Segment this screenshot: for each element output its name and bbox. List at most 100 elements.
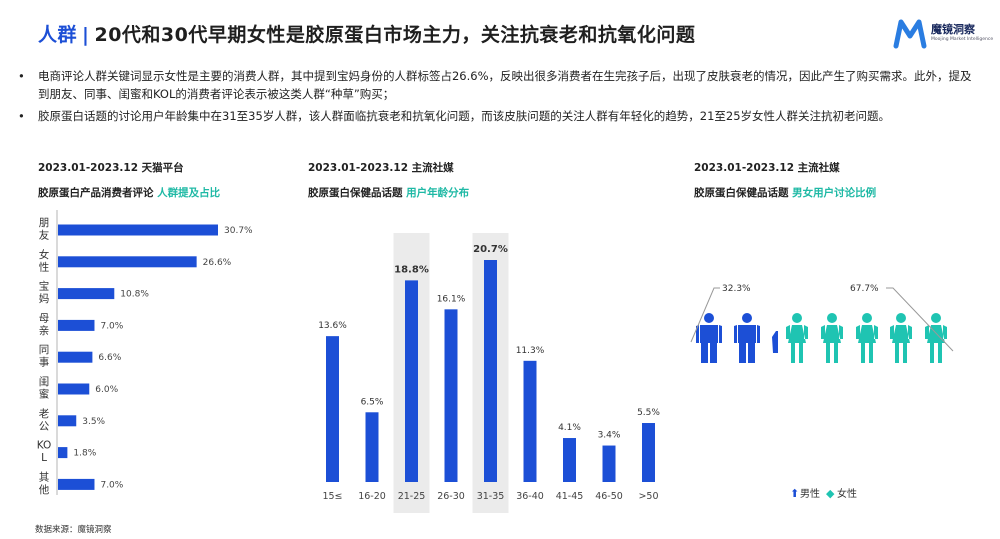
male-person-icon	[734, 313, 760, 363]
bar	[523, 360, 537, 482]
tick-label: 15≤	[322, 491, 342, 502]
category-label: 女性	[39, 248, 50, 273]
data-label: 20.7%	[473, 244, 508, 255]
bar	[58, 447, 68, 459]
data-label: 26.6%	[203, 258, 232, 268]
bar	[58, 383, 90, 395]
logo: 魔镜洞察 Moojing Market Intelligence	[893, 18, 998, 50]
tick-label: 31-35	[477, 491, 505, 502]
data-label: 18.8%	[394, 264, 429, 275]
page-title: 人群 | 20代和30代早期女性是胶原蛋白市场主力，关注抗衰老和抗氧化问题	[38, 20, 695, 47]
data-label: 6.0%	[95, 385, 118, 395]
data-label: 10.8%	[120, 290, 149, 300]
title-separator: |	[82, 24, 90, 46]
bullet-marker: •	[18, 69, 25, 83]
male-partial-icon	[772, 331, 778, 353]
data-label: 16.1%	[437, 294, 466, 304]
bar	[58, 256, 197, 268]
bar	[444, 309, 458, 482]
tick-label: 36-40	[516, 491, 544, 502]
bullet-text: 胶原蛋白话题的讨论用户年龄集中在31至35岁人群，该人群面临抗衰老和抗氧化问题，…	[38, 109, 891, 123]
panel-subtitle-highlight: 用户年龄分布	[406, 187, 470, 199]
category-label: 闺蜜	[39, 375, 50, 401]
panel-subtitle-prefix: 胶原蛋白产品消费者评论	[38, 187, 154, 199]
bar	[484, 260, 497, 482]
data-label: 6.6%	[98, 353, 121, 363]
data-label: 11.3%	[516, 346, 545, 356]
data-label: 3.4%	[598, 431, 621, 441]
bar	[365, 412, 379, 482]
female-person-icon	[821, 313, 843, 363]
female-person-icon	[786, 313, 808, 363]
female-person-icon	[856, 313, 878, 363]
male-legend-icon: ⬆	[790, 487, 799, 500]
category-label: KO L	[37, 440, 52, 465]
tick-label: 41-45	[556, 491, 584, 502]
female-legend-icon: ◆	[826, 487, 835, 500]
bar	[642, 423, 655, 482]
bar	[58, 351, 93, 363]
gender-ratio-chart: 32.3% 67.7% ⬆ 男性 ◆ 女性	[690, 284, 954, 500]
panel-subtitle-highlight: 人群提及占比	[157, 187, 221, 199]
data-label: 7.0%	[100, 321, 123, 331]
bar	[58, 288, 115, 300]
logo-name: 魔镜洞察	[931, 23, 975, 36]
bar	[326, 336, 339, 482]
data-label: 7.0%	[100, 480, 123, 490]
female-legend-label: 女性	[837, 487, 857, 500]
data-label: 13.6%	[318, 321, 347, 331]
male-legend-label: 男性	[800, 487, 820, 500]
female-person-icon	[925, 313, 947, 363]
summary-bullets: • 电商评论人群关键词显示女性是主要的消费人群，其中提到宝妈身份的人群标签占26…	[14, 67, 974, 129]
male-person-icon	[696, 313, 722, 363]
data-source: 数据来源：魔镜洞察	[35, 525, 112, 535]
bar	[58, 478, 95, 490]
moojing-logo-icon	[893, 19, 927, 49]
male-leader-line	[690, 287, 720, 343]
bullet-text: 电商评论人群关键词显示女性是主要的消费人群，其中提到宝妈身份的人群标签占26.6…	[38, 69, 972, 101]
category-label: 同事	[39, 344, 50, 369]
bar	[58, 415, 77, 427]
category-label: 朋友	[39, 217, 50, 242]
tick-label: 21-25	[398, 491, 426, 502]
category-label: 其他	[39, 471, 50, 496]
panel-subtitle: 胶原蛋白保健品话题 男女用户讨论比例	[694, 185, 876, 200]
data-label: 1.8%	[73, 449, 96, 459]
panel-period: 2023.01-2023.12 主流社媒	[694, 162, 840, 174]
tick-label: >50	[638, 491, 658, 502]
tick-label: 26-30	[437, 491, 465, 502]
data-label: 5.5%	[637, 408, 660, 418]
logo-tagline: Moojing Market Intelligence	[931, 37, 994, 42]
panel-subtitle-highlight: 男女用户讨论比例	[792, 187, 877, 199]
male-ratio-label: 32.3%	[722, 284, 751, 294]
female-person-icon	[890, 313, 912, 363]
female-leader-line	[886, 287, 954, 352]
panel-subtitle-prefix: 胶原蛋白保健品话题	[308, 187, 403, 199]
data-label: 3.5%	[82, 417, 105, 427]
panel-period: 2023.01-2023.12 主流社媒	[308, 162, 454, 174]
bar	[563, 438, 576, 482]
tick-label: 46-50	[595, 491, 623, 502]
data-label: 30.7%	[224, 226, 253, 236]
bullet-item: • 电商评论人群关键词显示女性是主要的消费人群，其中提到宝妈身份的人群标签占26…	[14, 67, 974, 103]
bar	[405, 280, 418, 482]
category-label: 母亲	[39, 312, 50, 337]
female-ratio-label: 67.7%	[850, 284, 879, 294]
data-label: 4.1%	[558, 423, 581, 433]
header: 人群 | 20代和30代早期女性是胶原蛋白市场主力，关注抗衰老和抗氧化问题 魔镜洞察…	[0, 14, 1000, 54]
title-tag: 人群	[38, 24, 78, 46]
category-label: 老公	[39, 407, 50, 433]
panel-subtitle: 胶原蛋白保健品话题 用户年龄分布	[308, 185, 469, 200]
data-label: 6.5%	[361, 397, 384, 407]
panel-subtitle: 胶原蛋白产品消费者评论 人群提及占比	[38, 185, 220, 200]
title-main: 20代和30代早期女性是胶原蛋白市场主力，关注抗衰老和抗氧化问题	[94, 24, 696, 46]
bar	[58, 224, 218, 236]
category-label: 宝妈	[39, 280, 50, 306]
bar	[58, 319, 95, 331]
tick-label: 16-20	[358, 491, 386, 502]
audience-mention-bar-chart: 朋友 30.7% 女性 26.6% 宝妈 10.8% 母亲 7.0% 同事 6.6% 闺蜜 6.0% 老…	[37, 210, 253, 496]
age-distribution-bar-chart: 13.6% 15≤ 6.5% 16-20 18.8% 21-25 16.1% 26-30 20.…	[318, 233, 660, 513]
bar	[602, 445, 616, 482]
panel-subtitle-prefix: 胶原蛋白保健品话题	[694, 187, 789, 199]
panel-period: 2023.01-2023.12 天猫平台	[38, 162, 184, 174]
